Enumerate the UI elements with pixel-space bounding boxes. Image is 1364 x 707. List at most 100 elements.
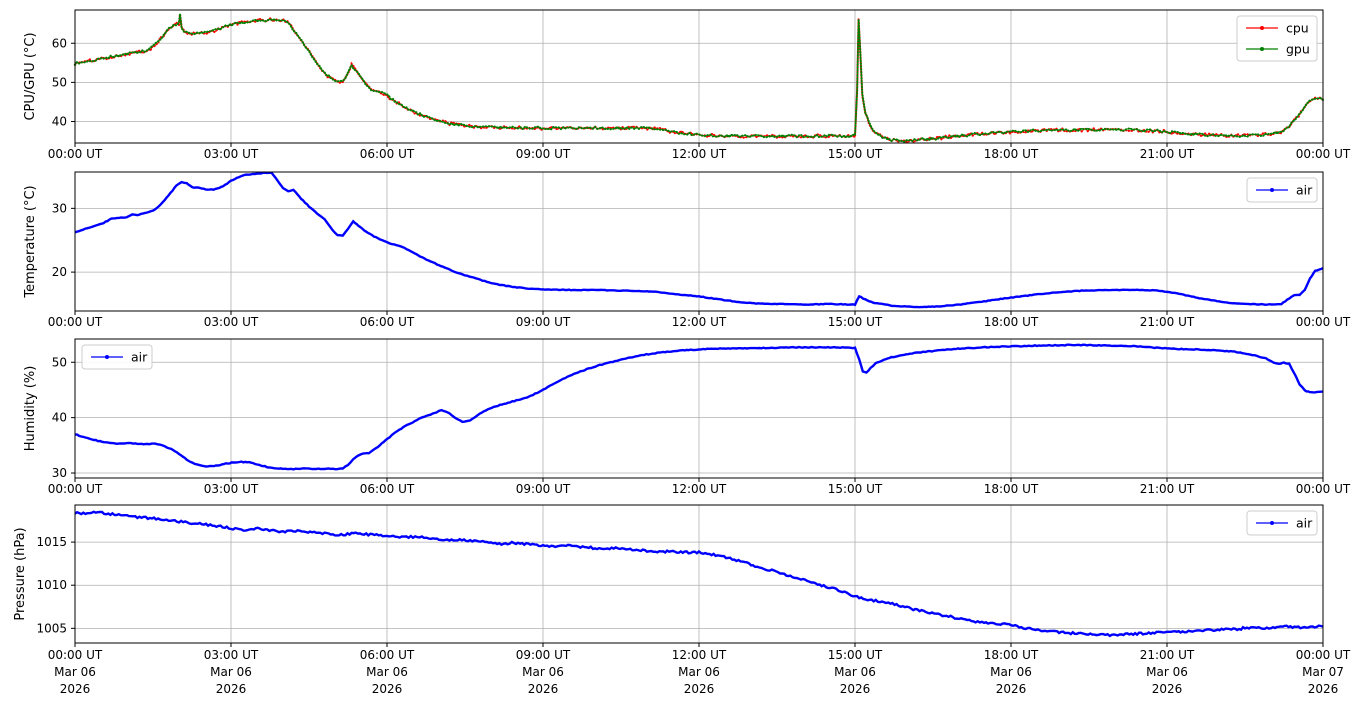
x-tick-label: 2026	[996, 682, 1027, 696]
x-tick-label: Mar 06	[54, 665, 96, 679]
pressure-air-series-line	[74, 510, 1324, 638]
x-tick-label: Mar 06	[522, 665, 564, 679]
legend-label: gpu	[1286, 42, 1310, 57]
x-tick-label: 2026	[528, 682, 559, 696]
cpu-gpu-subplot: 40 50 60 00:00 UT 03:00 UT 06:00 UT 09:00 UT 12…	[23, 9, 1351, 161]
legend-box	[1236, 15, 1318, 62]
x-tick-label: 15:00 UT	[828, 315, 883, 329]
x-tick-label: 00:00 UT	[1296, 482, 1351, 496]
temperature-subplot: 20 30 00:00 UT 03:00 UT 06:00 UT 09:00 UT 12:0…	[23, 171, 1351, 329]
tick-marks	[71, 541, 1324, 647]
x-tick-label: 15:00 UT	[828, 648, 883, 662]
x-tick-label: 15:00 UT	[828, 147, 883, 161]
x-tick-label: 03:00 UT	[204, 648, 259, 662]
x-tick-label: 00:00 UT	[1296, 147, 1351, 161]
cpu-gpu-y-axis-label: CPU/GPU (°C)	[23, 32, 38, 120]
x-tick-label: 09:00 UT	[516, 482, 571, 496]
x-tick-label: 00:00 UT	[48, 315, 103, 329]
x-tick-label: 15:00 UT	[828, 482, 883, 496]
tick-marks	[71, 361, 1324, 482]
x-tick-label: 18:00 UT	[984, 482, 1039, 496]
x-tick-label: Mar 06	[210, 665, 252, 679]
humidity-y-axis-label: Humidity (%)	[23, 366, 38, 452]
humidity-air-series-line	[74, 343, 1324, 471]
x-tick-label: 09:00 UT	[516, 315, 571, 329]
legend-marker-dot	[105, 355, 109, 359]
x-tick-label: 06:00 UT	[360, 315, 415, 329]
x-tick-label: 21:00 UT	[1140, 648, 1195, 662]
legend-label: air	[131, 350, 148, 365]
pressure-legend: air	[1246, 510, 1318, 536]
humidity-subplot: 30 40 50 00:00 UT 03:00 UT 06:00 UT 09:00 UT 12…	[23, 338, 1351, 496]
x-tick-label: Mar 06	[366, 665, 408, 679]
x-tick-label: 21:00 UT	[1140, 482, 1195, 496]
grid-lines	[74, 339, 1324, 478]
x-tick-label: 2026	[1308, 682, 1339, 696]
temperature-legend: air	[1246, 177, 1318, 203]
x-tick-label: 12:00 UT	[672, 147, 727, 161]
x-tick-label: Mar 06	[834, 665, 876, 679]
y-tick-label: 50	[52, 75, 67, 89]
x-tick-label: 2026	[216, 682, 247, 696]
x-tick-label: Mar 06	[1146, 665, 1188, 679]
pressure-y-axis-label: Pressure (hPa)	[13, 527, 28, 620]
x-tick-label: 00:00 UT	[48, 482, 103, 496]
y-tick-label: 30	[52, 466, 67, 480]
y-tick-label: 40	[52, 411, 67, 425]
y-tick-label: 1005	[36, 621, 67, 635]
legend-marker-dot	[1260, 26, 1264, 30]
cpu-gpu-gpu-series-markers	[73, 13, 1325, 144]
pressure-subplot: 1005 1010 1015 00:00 UT 03:00 UT 06:00 UT 09:0…	[13, 504, 1351, 696]
y-tick-label: 20	[52, 265, 67, 279]
legend-marker-dot	[1260, 47, 1264, 51]
x-tick-label: 12:00 UT	[672, 315, 727, 329]
x-tick-label: 2026	[684, 682, 715, 696]
grid-lines	[74, 505, 1324, 643]
y-tick-label: 40	[52, 114, 67, 128]
y-tick-label: 50	[52, 355, 67, 369]
x-tick-label: 00:00 UT	[1296, 315, 1351, 329]
x-tick-label: 18:00 UT	[984, 315, 1039, 329]
x-tick-label: Mar 06	[678, 665, 720, 679]
x-tick-label: 18:00 UT	[984, 147, 1039, 161]
y-tick-label: 1010	[36, 578, 67, 592]
x-tick-label: 09:00 UT	[516, 147, 571, 161]
x-tick-label: 06:00 UT	[360, 482, 415, 496]
legend-marker-dot	[1270, 521, 1274, 525]
y-tick-label: 30	[52, 201, 67, 215]
grid-lines	[74, 172, 1324, 311]
x-tick-label: 00:00 UT	[1296, 648, 1351, 662]
x-tick-label: 2026	[1152, 682, 1183, 696]
x-tick-label: Mar 07	[1302, 665, 1344, 679]
x-tick-label: 12:00 UT	[672, 482, 727, 496]
legend-label: air	[1296, 183, 1313, 198]
y-tick-label: 60	[52, 36, 67, 50]
x-tick-label: 2026	[60, 682, 91, 696]
tick-marks	[71, 42, 1324, 147]
x-tick-label: 09:00 UT	[516, 648, 571, 662]
x-tick-label: 2026	[840, 682, 871, 696]
x-tick-label: 18:00 UT	[984, 648, 1039, 662]
x-tick-label: 03:00 UT	[204, 147, 259, 161]
x-tick-label: 06:00 UT	[360, 147, 415, 161]
x-tick-label: 21:00 UT	[1140, 147, 1195, 161]
humidity-legend: air	[81, 344, 153, 370]
x-tick-label: 03:00 UT	[204, 482, 259, 496]
cpu-gpu-legend: cpu gpu	[1236, 15, 1318, 62]
legend-label: cpu	[1286, 21, 1309, 36]
legend-label: air	[1296, 516, 1313, 531]
x-tick-label: 00:00 UT	[48, 147, 103, 161]
x-tick-label: 2026	[372, 682, 403, 696]
x-tick-label: 12:00 UT	[672, 648, 727, 662]
x-tick-label: 21:00 UT	[1140, 315, 1195, 329]
tick-marks	[71, 207, 1324, 315]
x-tick-label: 00:00 UT	[48, 648, 103, 662]
legend-marker-dot	[1270, 188, 1274, 192]
grid-lines	[74, 10, 1324, 143]
y-tick-label: 1015	[36, 535, 67, 549]
temperature-y-axis-label: Temperature (°C)	[23, 185, 38, 298]
temperature-air-series-line	[74, 171, 1324, 309]
x-tick-label: 06:00 UT	[360, 648, 415, 662]
